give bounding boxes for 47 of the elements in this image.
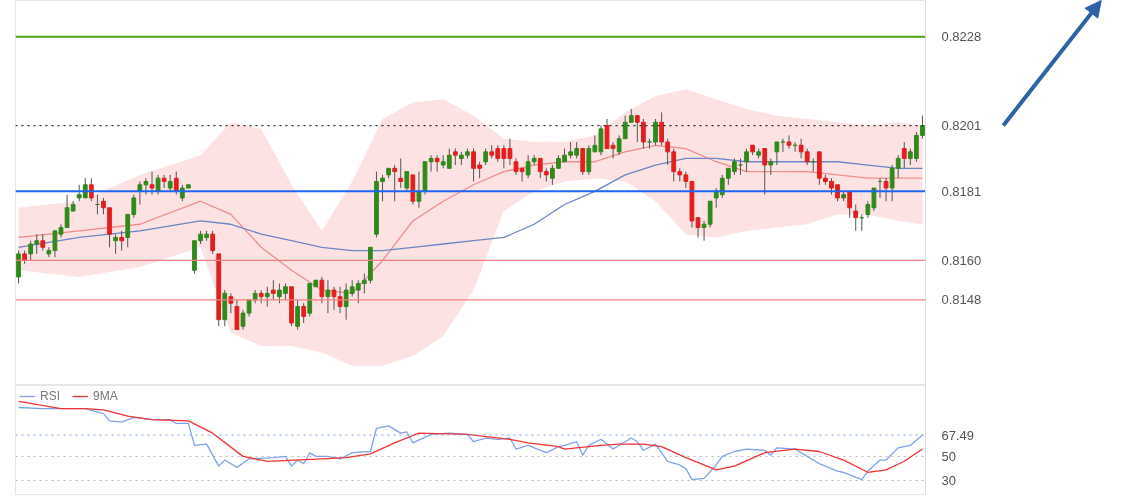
candlestick (295, 299, 300, 331)
candlestick (398, 157, 404, 189)
line-series (17, 406, 924, 481)
y-tick-label: 0.8201 (941, 118, 982, 134)
legend-label: 9MA (93, 389, 118, 403)
y-tick-label: 0.8228 (941, 29, 982, 45)
candlestick (434, 154, 440, 173)
candlestick (234, 299, 240, 331)
candlestick (173, 171, 179, 196)
candlestick (525, 154, 531, 179)
candlestick (392, 164, 398, 202)
candlestick (744, 148, 749, 173)
y-tick-label: 0.8148 (941, 292, 982, 308)
legend-label: RSI (40, 389, 61, 403)
candlestick (319, 276, 325, 304)
candlestick (270, 279, 276, 301)
candlestick (149, 171, 155, 196)
line-series (17, 400, 924, 473)
candlestick (780, 138, 786, 153)
candlestick (883, 177, 889, 202)
candlestick (901, 141, 907, 169)
candlestick (580, 148, 586, 176)
candlestick (416, 171, 422, 209)
candlestick (428, 154, 434, 173)
candlestick (325, 279, 331, 314)
candlestick (264, 286, 270, 308)
candlestick (301, 302, 307, 324)
candlestick (16, 250, 21, 284)
candlestick (786, 134, 792, 150)
candlestick (616, 134, 622, 156)
candlestick (155, 174, 161, 196)
y-tick-label: 30 (941, 473, 956, 489)
candlestick (853, 204, 859, 232)
candlestick (774, 141, 780, 166)
candlestick (161, 174, 167, 189)
candlestick (847, 190, 853, 219)
candlestick (119, 230, 125, 252)
y-tick-label: 67.49 (941, 427, 975, 443)
candlestick (404, 171, 410, 192)
candlestick (88, 177, 94, 202)
y-tick-label: 50 (941, 448, 956, 464)
candlestick (210, 230, 216, 255)
candlestick (113, 233, 118, 255)
candlestick (653, 118, 658, 146)
candlestick (762, 148, 768, 196)
y-tick-label: 0.8181 (941, 183, 982, 199)
y-tick-label: 0.8160 (941, 252, 982, 268)
